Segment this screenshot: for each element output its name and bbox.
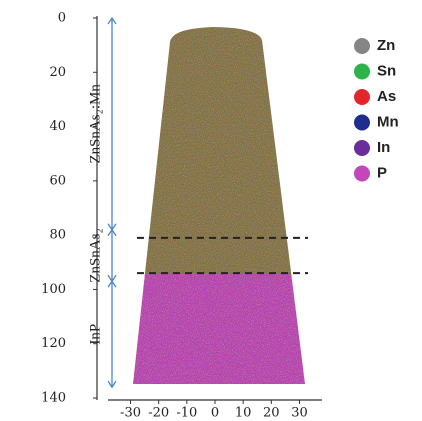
x-tick-label: 0	[211, 406, 219, 421]
bottom-layer	[133, 274, 305, 384]
reconstruction	[133, 27, 305, 384]
y-tick-label: 20	[49, 65, 66, 80]
y-tick-label: 80	[49, 228, 66, 243]
x-tick-label: 20	[263, 406, 280, 421]
arrow-head	[107, 280, 117, 288]
y-tick-label: 40	[49, 119, 66, 134]
y-tick-label: 120	[41, 336, 66, 351]
legend-label: As	[377, 88, 396, 105]
y-tick-label: 100	[41, 282, 66, 297]
legend-label: Zn	[377, 37, 395, 54]
arrow-head	[107, 380, 117, 389]
legend-swatch	[354, 89, 370, 105]
x-tick-label: 30	[291, 406, 308, 421]
x-tick-label: 10	[235, 406, 252, 421]
y-tick-label: 140	[41, 391, 66, 406]
legend-label: Sn	[377, 62, 396, 79]
x-tick-label: -20	[148, 406, 169, 421]
arrow-head	[107, 16, 117, 25]
legend-swatch	[354, 114, 370, 131]
y-tick-label: 0	[58, 11, 66, 26]
legend-label: In	[377, 139, 390, 156]
legend-label: Mn	[377, 113, 399, 130]
x-tick-label: -10	[176, 406, 197, 421]
legend-label: P	[377, 164, 387, 181]
legend-swatch	[354, 63, 370, 80]
region-label: ZnSnAs₂	[87, 228, 103, 282]
y-tick-label: 60	[49, 173, 66, 188]
arrow-head	[107, 228, 117, 237]
legend-swatch	[354, 165, 370, 182]
legend-swatch	[354, 38, 370, 54]
top-layer	[133, 27, 305, 275]
region-label: InP	[87, 324, 103, 345]
legend-swatch	[354, 140, 370, 156]
region-label: ZnSnAs₂:Mn	[87, 84, 103, 164]
x-tick-label: -30	[120, 406, 141, 421]
